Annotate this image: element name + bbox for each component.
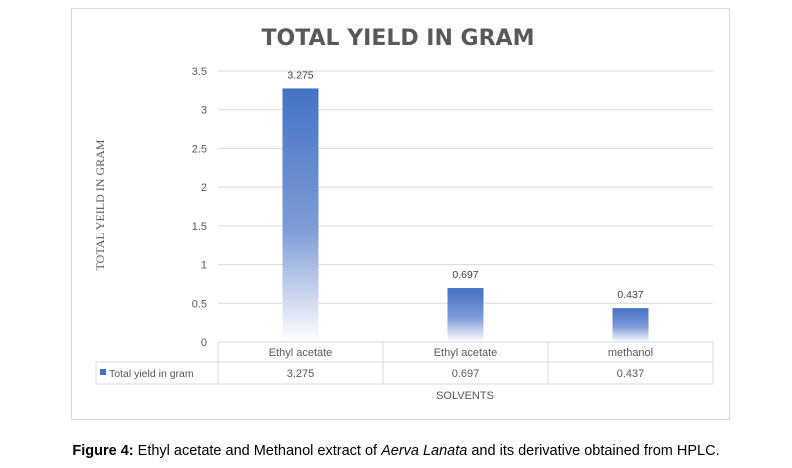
x-axis-label: SOLVENTS — [436, 390, 494, 402]
chart-title: TOTAL YIELD IN GRAM — [262, 26, 535, 51]
data-label: 3.275 — [287, 69, 313, 81]
table-value: 0.437 — [617, 368, 645, 380]
chart-frame — [71, 8, 730, 420]
y-tick-label: 3.5 — [192, 66, 207, 78]
bar — [447, 288, 484, 342]
figure-caption: Figure 4: Ethyl acetate and Methanol ext… — [0, 443, 792, 459]
y-tick-label: 2 — [201, 182, 207, 194]
bar — [282, 88, 319, 343]
y-tick-label: 3 — [201, 105, 207, 117]
category-label: methanol — [608, 347, 653, 359]
bar — [612, 308, 649, 342]
caption-text-1: Ethyl acetate and Methanol extract of — [133, 443, 382, 459]
y-tick-label: 0.5 — [192, 298, 207, 310]
caption-text-2: and its derivative obtained from HPLC. — [467, 443, 720, 459]
caption-label: Figure 4: — [72, 443, 134, 459]
table-value: 0.697 — [452, 368, 480, 380]
legend-key — [100, 369, 106, 375]
bar-chart: TOTAL YIELD IN GRAM 0 0.5 1 1.5 2 2.5 3 3.5 TOTAL… — [93, 26, 714, 402]
table-value: 3.275 — [287, 368, 315, 380]
legend-label: Total yield in gram — [109, 368, 194, 380]
category-label: Ethyl acetate — [269, 347, 333, 359]
caption-species: Aerva Lanata — [381, 443, 468, 459]
y-tick-label: 2.5 — [192, 143, 207, 155]
y-axis-label: TOTAL YEILD IN GRAM — [93, 139, 107, 270]
y-tick-label: 1 — [201, 260, 207, 272]
data-label: 0.697 — [452, 269, 478, 281]
y-tick-label: 0 — [201, 337, 207, 349]
y-tick-label: 1.5 — [192, 221, 207, 233]
category-label: Ethyl acetate — [434, 347, 498, 359]
data-label: 0.437 — [617, 289, 643, 301]
